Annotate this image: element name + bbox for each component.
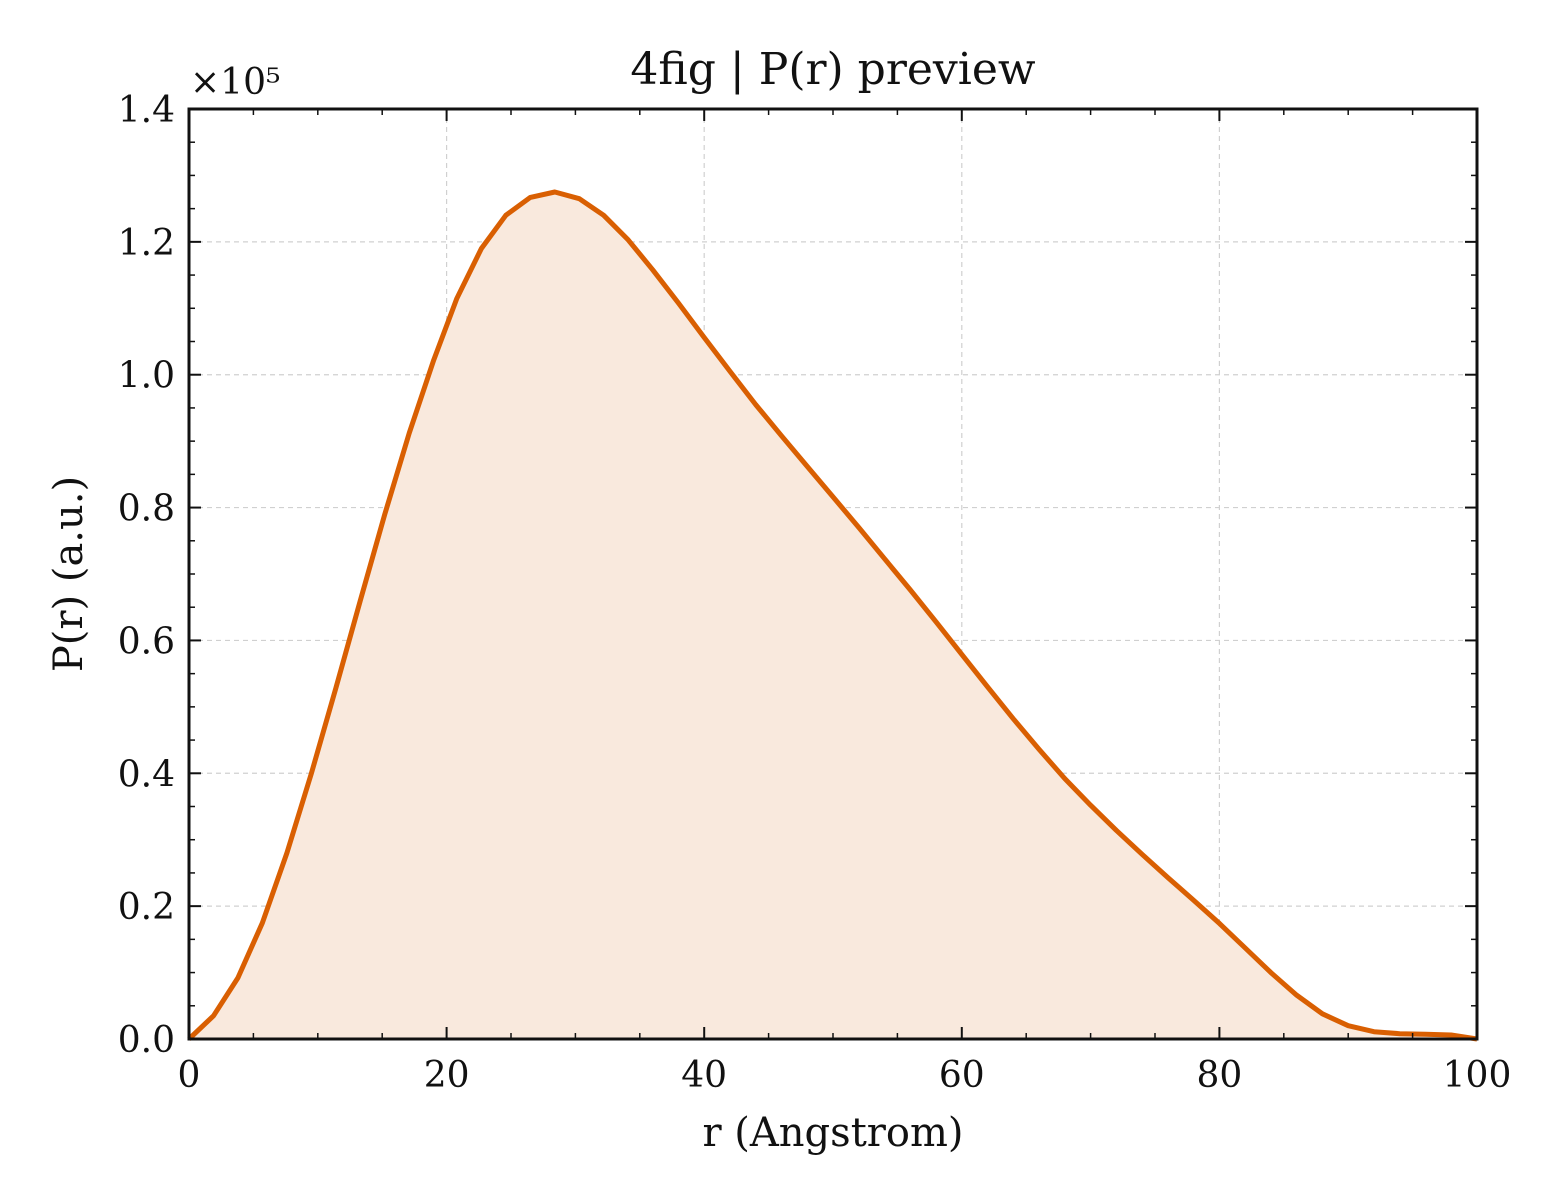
y-tick-label: 0.0 xyxy=(118,1020,175,1061)
area-fill xyxy=(189,192,1477,1039)
y-tick-label: 1.4 xyxy=(118,90,175,131)
y-tick-label: 0.6 xyxy=(118,621,175,662)
y-tick-label: 1.2 xyxy=(118,223,175,264)
x-axis-label: r (Angstrom) xyxy=(702,1110,963,1156)
x-tick-label: 20 xyxy=(424,1055,470,1096)
ticks: 0 20 40 60 80 100 0.0 0.2 0.4 0.6 0.8 1.0 1.2 1.4 xyxy=(118,90,1512,1096)
x-tick-label: 100 xyxy=(1443,1055,1512,1096)
y-tick-label: 0.4 xyxy=(118,754,175,795)
plot-frame xyxy=(187,107,1479,1041)
x-tick-label: 0 xyxy=(178,1055,201,1096)
y-tick-label: 1.0 xyxy=(118,356,175,397)
y-tick-label: 0.8 xyxy=(118,489,175,530)
x-tick-label: 80 xyxy=(1196,1055,1242,1096)
y-axis-multiplier: ×10⁵ xyxy=(190,62,280,103)
x-tick-label: 60 xyxy=(939,1055,985,1096)
series-line xyxy=(187,189,1478,1042)
chart-title: 4fig | P(r) preview xyxy=(630,44,1035,95)
y-axis-label: P(r) (a.u.) xyxy=(46,476,92,672)
y-tick-label: 0.2 xyxy=(118,887,175,928)
x-tick-label: 40 xyxy=(681,1055,727,1096)
